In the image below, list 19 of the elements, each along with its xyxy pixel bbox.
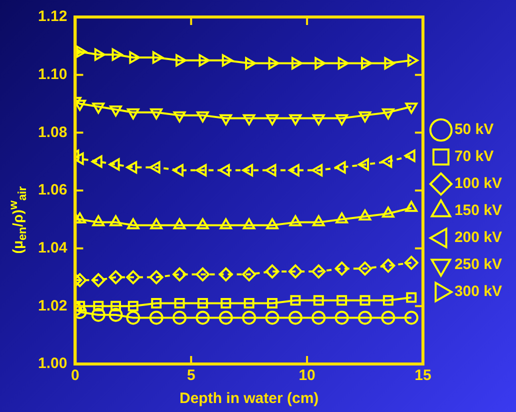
y-tick-label: 1.02 <box>38 297 68 314</box>
x-tick-label: 10 <box>298 367 316 384</box>
x-tick-label: 0 <box>71 367 80 384</box>
x-axis-title: Depth in water (cm) <box>179 390 319 408</box>
y-tick-label: 1.08 <box>38 124 68 141</box>
legend-label: 150 kV <box>454 202 502 220</box>
y-tick-label: 1.00 <box>38 355 68 372</box>
y-tick-label: 1.10 <box>38 66 68 83</box>
legend-label: 250 kV <box>454 256 502 274</box>
x-tick-label: 15 <box>414 367 432 384</box>
legend-label: 300 kV <box>454 283 502 300</box>
x-tick-label: 5 <box>186 367 196 384</box>
legend-label: 50 kV <box>454 121 494 138</box>
legend-label: 200 kV <box>454 229 502 246</box>
legend-label: 70 kV <box>454 148 494 166</box>
y-tick-label: 1.06 <box>38 182 68 199</box>
legend-label: 100 kV <box>454 175 502 192</box>
y-tick-label: 1.12 <box>38 8 68 26</box>
y-tick-label: 1.04 <box>38 239 68 256</box>
